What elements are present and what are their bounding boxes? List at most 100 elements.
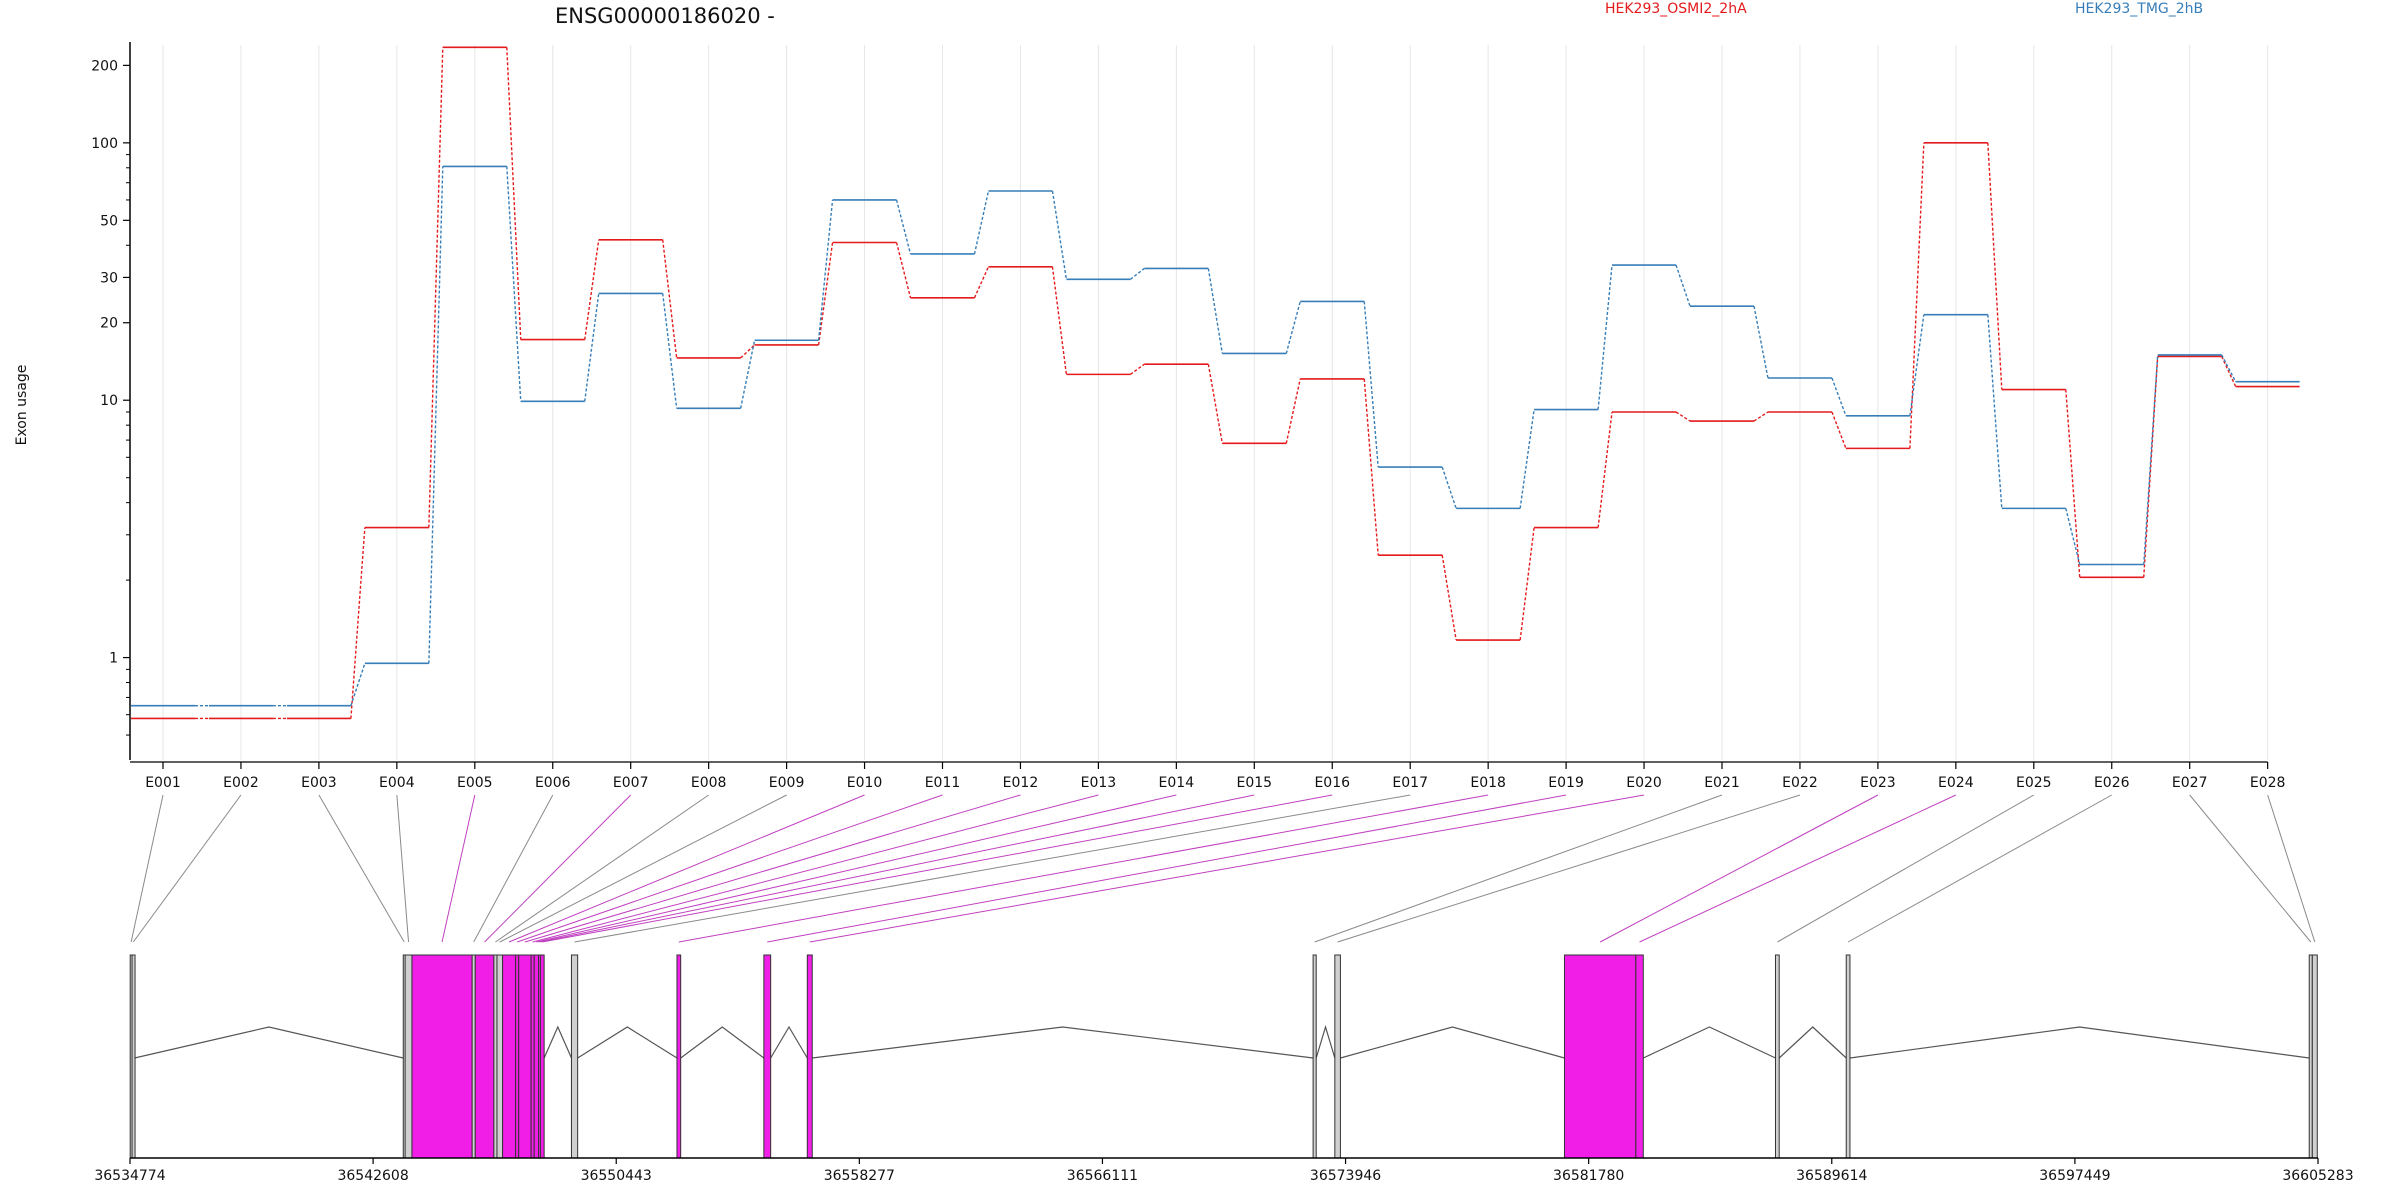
chart-title: ENSG00000186020 - xyxy=(555,4,775,28)
series-1-transition xyxy=(350,663,366,706)
x-tick-label-e027: E027 xyxy=(2172,775,2208,791)
x-tick-label-e002: E002 xyxy=(223,775,259,791)
series-1-transition xyxy=(1909,314,1925,416)
series-1-transition xyxy=(1597,265,1613,410)
connector-e003 xyxy=(318,794,405,943)
x-tick-label-e001: E001 xyxy=(145,775,181,791)
intron xyxy=(770,1025,808,1059)
x-tick-label-e008: E008 xyxy=(691,775,727,791)
intron xyxy=(1643,1026,1776,1059)
connector-e027 xyxy=(2189,794,2312,943)
series-1-transition xyxy=(973,190,990,255)
series-0-transition xyxy=(2221,356,2237,387)
series-0-transition xyxy=(740,344,756,359)
x-tick-label-e028: E028 xyxy=(2250,775,2286,791)
exon-block-e022 xyxy=(1334,954,1341,1159)
genomic-tick-label: 36566111 xyxy=(1067,1168,1138,1184)
y-tick-label: 1 xyxy=(109,651,118,667)
connector-e018 xyxy=(678,794,1489,943)
connector-e028 xyxy=(2267,794,2316,943)
exon-block-e028 xyxy=(2311,954,2318,1159)
connector-e024 xyxy=(1639,794,1957,943)
x-tick-label-e004: E004 xyxy=(379,775,415,791)
y-tick-label: 100 xyxy=(91,136,118,152)
x-tick-label-e007: E007 xyxy=(613,775,649,791)
intron xyxy=(1849,1026,2310,1059)
genomic-tick-label: 36605283 xyxy=(2282,1168,2353,1184)
x-tick-label-e024: E024 xyxy=(1938,775,1974,791)
connector-e001 xyxy=(130,794,164,943)
x-tick-label-e021: E021 xyxy=(1704,775,1740,791)
connector-e022 xyxy=(1337,794,1801,943)
exon-block-e010 xyxy=(502,954,517,1159)
intron xyxy=(543,1025,573,1059)
connector-e008 xyxy=(495,794,709,943)
series-0-transition xyxy=(1909,142,1925,449)
x-tick-label-e011: E011 xyxy=(925,775,961,791)
x-tick-label-e014: E014 xyxy=(1159,775,1195,791)
y-axis-label: Exon usage xyxy=(14,365,30,446)
series-0 xyxy=(131,46,2300,720)
x-tick-label-e015: E015 xyxy=(1237,775,1273,791)
connector-e020 xyxy=(809,794,1645,943)
series-0-transition xyxy=(817,242,834,346)
exon-block-e016 xyxy=(539,954,545,1159)
connector-e023 xyxy=(1599,794,1879,943)
x-tick-label-e010: E010 xyxy=(847,775,883,791)
x-tick-label-e005: E005 xyxy=(457,775,493,791)
x-tick-label-e020: E020 xyxy=(1626,775,1662,791)
genomic-tick-label: 36573946 xyxy=(1310,1168,1381,1184)
series-1-transition xyxy=(1753,306,1769,379)
series-1-transition xyxy=(817,199,834,341)
series-1-transition xyxy=(1363,301,1379,468)
connector-e025 xyxy=(1777,794,2035,943)
exon-block-e026 xyxy=(1845,954,1851,1159)
intron xyxy=(1340,1026,1565,1059)
series-1-transition xyxy=(1207,268,1223,354)
connector-e006 xyxy=(473,794,554,943)
x-tick-label-e006: E006 xyxy=(535,775,571,791)
exon-connectors xyxy=(130,794,2316,943)
intron xyxy=(812,1026,1314,1059)
series-1-transition xyxy=(1441,466,1457,509)
axes: 1 10 20 30 50 100 200 E001 E002 E003 E004 E005 E006 E… xyxy=(91,42,2285,791)
series-1-transition xyxy=(1675,264,1691,307)
exon-block-e024 xyxy=(1635,954,1644,1159)
series-0-transition xyxy=(584,239,600,340)
exon-block-e019 xyxy=(763,954,772,1159)
connector-e021 xyxy=(1314,794,1723,943)
series-1-transition xyxy=(1519,409,1535,509)
x-tick-label-e003: E003 xyxy=(301,775,337,791)
series-1-transition xyxy=(2221,354,2237,383)
legend: HEK293_OSMI2_2hA HEK293_TMG_2hB xyxy=(1605,1,2203,17)
series-0-transition xyxy=(1597,411,1613,528)
series-0-transition xyxy=(506,47,522,340)
series-1 xyxy=(131,165,2300,707)
series-0-transition xyxy=(1441,555,1457,641)
series-lines xyxy=(131,46,2300,720)
x-tick-label-e022: E022 xyxy=(1782,775,1818,791)
x-tick-label-e025: E025 xyxy=(2016,775,2052,791)
exon-block-e014 xyxy=(533,954,540,1159)
genomic-tick-label: 36534774 xyxy=(94,1168,165,1184)
x-tick-label-e023: E023 xyxy=(1860,775,1896,791)
exon-block-e007 xyxy=(474,954,495,1159)
series-1-transition xyxy=(895,199,912,255)
connector-e009 xyxy=(499,794,787,943)
genomic-tick-label: 36597449 xyxy=(2039,1168,2110,1184)
connector-e026 xyxy=(1847,794,2112,943)
connector-e012 xyxy=(524,794,1021,943)
x-tick-label-e017: E017 xyxy=(1392,775,1428,791)
intron xyxy=(134,1026,404,1059)
exon-block-e018 xyxy=(676,954,682,1159)
x-tick-label-e019: E019 xyxy=(1548,775,1584,791)
series-0-transition xyxy=(1129,363,1145,375)
x-tick-label-e013: E013 xyxy=(1081,775,1117,791)
x-tick-label-e018: E018 xyxy=(1470,775,1506,791)
connector-e005 xyxy=(441,794,476,943)
exon-block-e020 xyxy=(806,954,813,1159)
series-0-transition xyxy=(1051,266,1068,375)
connector-e007 xyxy=(484,794,632,943)
series-1-transition xyxy=(1987,314,2003,509)
